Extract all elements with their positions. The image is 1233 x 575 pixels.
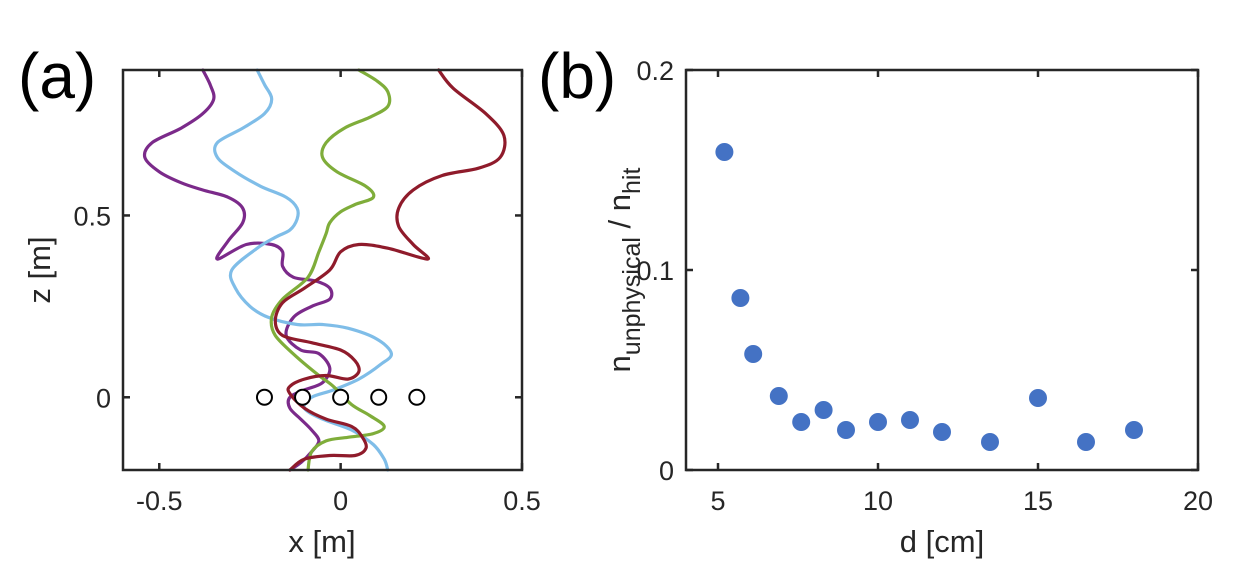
panel-a-y-ticks: 00.5 bbox=[73, 201, 522, 413]
panel-b-x-tick-label: 5 bbox=[710, 486, 725, 516]
data-point bbox=[869, 413, 887, 431]
panel-a: (a) -0.5 0 0.5 00.5 x [m] z [m] bbox=[18, 40, 541, 559]
panel-b-label: (b) bbox=[538, 40, 616, 112]
data-point bbox=[715, 143, 734, 161]
panel-b-y-tick-label: 0.1 bbox=[636, 256, 674, 286]
panel-a-y-tick-label: 0 bbox=[96, 383, 111, 413]
panel-b-y-label-main: n bbox=[602, 355, 637, 372]
panel-b-x-tick-label: 10 bbox=[863, 486, 893, 516]
panel-a-x-tick-label: 0 bbox=[333, 486, 348, 516]
panel-b-x-axis-label: d [cm] bbox=[900, 524, 984, 559]
panel-b-y-ticks: 0 0.1 0.2 bbox=[636, 56, 1198, 486]
detector-marker bbox=[408, 388, 426, 406]
data-point bbox=[1077, 433, 1095, 451]
panel-b-axes-box bbox=[684, 68, 1200, 472]
detector-marker bbox=[294, 388, 312, 406]
panel-b-x-tick-label: 20 bbox=[1183, 486, 1213, 516]
trajectory-line-1 bbox=[142, 68, 334, 472]
data-point bbox=[769, 387, 788, 405]
panel-b-y-label-sub1: unphysical bbox=[618, 237, 646, 355]
data-point bbox=[837, 421, 855, 439]
panel-a-x-tick-label: -0.5 bbox=[136, 486, 183, 516]
data-point bbox=[1125, 421, 1143, 439]
detector-marker bbox=[370, 388, 388, 406]
data-point bbox=[744, 345, 763, 363]
panel-a-trajectories bbox=[142, 68, 507, 472]
panel-a-x-axis-label: x [m] bbox=[288, 524, 355, 559]
data-point bbox=[814, 401, 833, 419]
detector-marker bbox=[332, 388, 350, 406]
panel-b-y-tick-label: 0 bbox=[659, 456, 674, 486]
data-point bbox=[901, 411, 919, 429]
panel-b-y-label-sep: / n bbox=[602, 194, 637, 237]
panel-a-axes-box bbox=[121, 68, 524, 472]
panel-a-x-ticks: -0.5 0 0.5 bbox=[136, 70, 541, 516]
panel-b: (b) 5 10 15 20 0 0.1 0.2 d [cm] nunphysical /… bbox=[538, 40, 1213, 559]
panel-b-y-tick-label: 0.2 bbox=[636, 56, 674, 86]
data-point bbox=[1029, 389, 1047, 407]
panel-a-y-tick-label: 0.5 bbox=[73, 201, 111, 231]
panel-b-x-ticks: 5 10 15 20 bbox=[710, 70, 1213, 516]
panel-b-y-axis-label: nunphysical / nhit bbox=[602, 168, 646, 373]
panel-a-detector-markers bbox=[255, 388, 426, 406]
trajectory-line-2 bbox=[213, 68, 393, 472]
trajectory-line-3 bbox=[269, 68, 392, 472]
data-point bbox=[981, 433, 999, 451]
detector-marker bbox=[255, 388, 273, 406]
panel-b-y-label-sub2: hit bbox=[618, 168, 646, 194]
panel-a-x-tick-label: 0.5 bbox=[503, 486, 541, 516]
data-point bbox=[933, 423, 951, 441]
data-point bbox=[792, 413, 811, 431]
panel-b-x-tick-label: 15 bbox=[1023, 486, 1053, 516]
trajectory-line-4 bbox=[273, 68, 507, 472]
panel-b-points bbox=[715, 143, 1143, 451]
panel-a-y-axis-label: z [m] bbox=[22, 236, 57, 303]
data-point bbox=[731, 289, 750, 307]
panel-a-label: (a) bbox=[18, 40, 96, 112]
